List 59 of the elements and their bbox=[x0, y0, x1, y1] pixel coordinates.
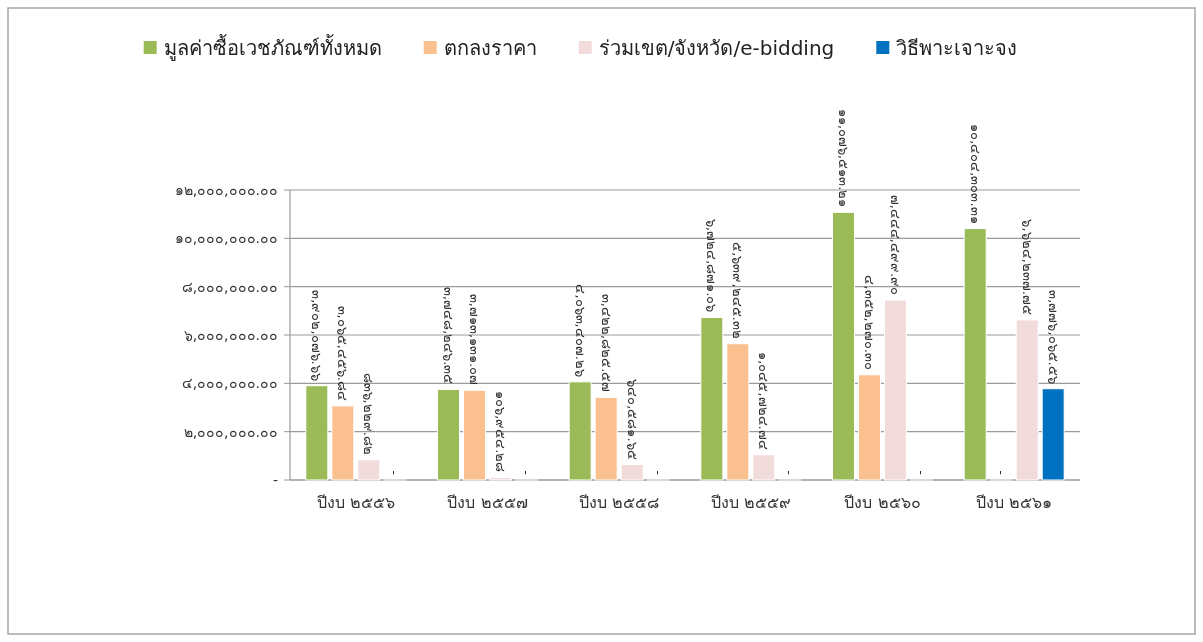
x-tick-label: ปีงบ ๒๕๕๙ bbox=[710, 493, 791, 512]
bar bbox=[331, 405, 355, 481]
bar bbox=[1015, 319, 1039, 481]
data-label: ๑๐,๔๐๔,๓๐๓.๓๑ bbox=[967, 124, 983, 224]
bar bbox=[620, 464, 644, 481]
y-tick-label: ๑๐,๐๐๐,๐๐๐.๐๐ bbox=[174, 230, 278, 247]
data-label: ๓,๙๐๒,๐๗๖.๖๖ bbox=[309, 290, 325, 381]
data-label: - bbox=[782, 470, 798, 476]
legend-label: วิธีพาะเจาะจง bbox=[896, 36, 1018, 60]
bar bbox=[1041, 388, 1065, 481]
bar bbox=[594, 396, 618, 481]
data-label: ๕,๖๓๙,๒๔๕.๓๒ bbox=[730, 242, 746, 339]
x-tick-label: ปีงบ ๒๕๕๘ bbox=[579, 493, 660, 512]
data-label: ๑๐๖,๙๕๔.๒๘ bbox=[493, 391, 508, 473]
data-label: ๓,๔๒๒,๘๒๕.๕๗ bbox=[598, 293, 614, 393]
legend-label: ร่วมเขต/จังหวัด/e-bidding bbox=[598, 36, 835, 60]
bar bbox=[832, 211, 855, 481]
bar bbox=[752, 454, 776, 481]
data-label: ๓,๗๗๖,๐๖๕.๕๖ bbox=[1045, 290, 1061, 384]
bar bbox=[884, 299, 907, 481]
data-label: - bbox=[993, 470, 1009, 476]
y-tick-label: - bbox=[272, 472, 278, 488]
bar bbox=[305, 385, 329, 481]
y-tick-label: ๒,๐๐๐,๐๐๐.๐๐ bbox=[183, 423, 278, 440]
bar bbox=[726, 343, 750, 481]
bar bbox=[700, 316, 724, 481]
legend-label: มูลค่าซื้อเวชภัณฑ์ทั้งหมด bbox=[163, 34, 382, 61]
data-label: ๘๓๖,๒๒๙.๘๒ bbox=[361, 372, 377, 455]
data-label: ๖,๖๒๔,๒๓๗.๗๕ bbox=[1019, 219, 1035, 315]
bar bbox=[568, 381, 592, 481]
bar bbox=[357, 459, 381, 481]
data-label: - bbox=[519, 470, 534, 476]
bar bbox=[858, 374, 881, 481]
y-tick-label: ๖,๐๐๐,๐๐๐.๐๐ bbox=[183, 327, 278, 343]
bar bbox=[463, 389, 486, 481]
bar bbox=[437, 388, 460, 481]
bar bbox=[489, 476, 512, 481]
data-label: - bbox=[914, 470, 929, 476]
x-tick-label: ปีงบ ๒๕๕๖ bbox=[316, 493, 395, 512]
y-tick-label: ๑๒,๐๐๐,๐๐๐.๐๐ bbox=[174, 182, 278, 198]
bar bbox=[963, 228, 987, 481]
legend-label: ตกลงราคา bbox=[443, 36, 537, 60]
data-label: ๖,๗๒๔,๘๗๑.๐๖ bbox=[704, 219, 720, 313]
data-label: ๑๑,๐๗๖,๕๑๓.๒๑ bbox=[836, 108, 851, 208]
data-label: - bbox=[387, 470, 403, 476]
x-tick-label: ปีงบ ๒๕๕๗ bbox=[447, 493, 528, 512]
data-label: ๖๔๐,๕๘๑.๖๕ bbox=[624, 379, 640, 460]
data-label: ๓,๗๔๘,๒๔๖.๓๕ bbox=[441, 287, 456, 385]
x-tick-label: ปีงบ ๒๕๖๑ bbox=[976, 493, 1053, 512]
data-label: ๓,๐๖๕,๔๕๖.๘๔ bbox=[335, 305, 351, 401]
y-tick-label: ๘,๐๐๐,๐๐๐.๐๐ bbox=[181, 278, 278, 295]
data-label: ๗,๔๔๔,๔๙๙.๙๐ bbox=[888, 194, 903, 296]
data-label: - bbox=[650, 470, 666, 476]
data-label: ๓,๗๑๓,๑๓๑.๐๗ bbox=[467, 293, 482, 386]
data-label: ๑,๐๔๕,๗๒๔.๗๔ bbox=[756, 352, 772, 450]
data-label: ๔,๐๖๓,๔๐๗.๒๖ bbox=[572, 284, 588, 377]
y-tick-label: ๔,๐๐๐,๐๐๐.๐๐ bbox=[181, 375, 278, 392]
data-label: ๔,๓๕๒,๒๗๐.๓๐ bbox=[862, 275, 877, 370]
x-tick-label: ปีงบ ๒๕๖๐ bbox=[844, 493, 921, 512]
